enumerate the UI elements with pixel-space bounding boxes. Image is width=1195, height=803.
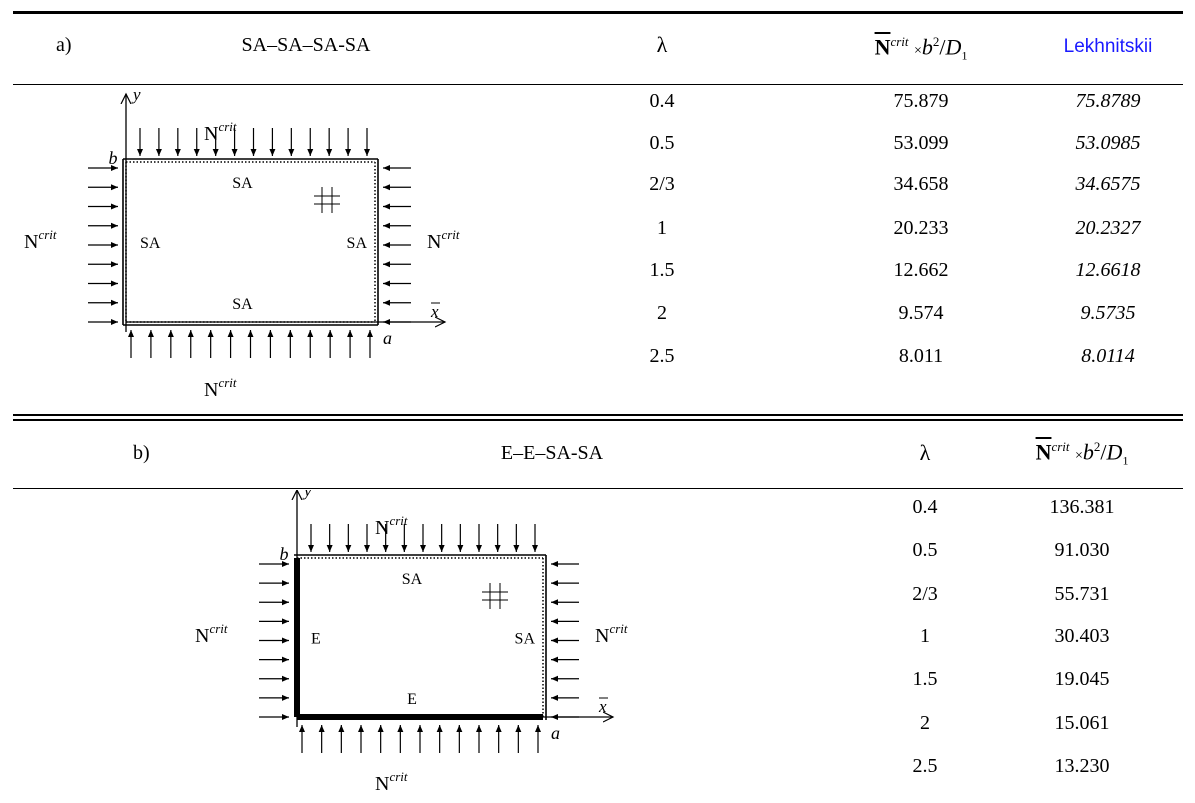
table-a-reference-cell: 8.0114 [1081,345,1135,367]
edge-label-right: SA [515,631,536,648]
table-b-lambda-header: λ [919,440,931,465]
table-b-lambda-cell: 0.5 [912,539,938,561]
table-a-ncrit-cell: 34.658 [893,173,949,195]
double-rule-lower [13,419,1183,421]
table-b-ncrit-cell: 30.403 [1054,625,1110,647]
ncrit-left-label: Ncrit [195,621,228,647]
edge-label-bottom: E [407,691,417,708]
table-a-ncrit-cell: 8.011 [898,345,944,367]
table-a-lambda-header: λ [656,32,668,57]
table-a-reference-cell: 75.8789 [1075,90,1141,112]
table-a-label: a) [56,34,72,56]
table-b-ncrit-cell: 91.030 [1054,539,1110,561]
ncrit-left-label: Ncrit [24,227,57,253]
table-b-ncrit-cell: 55.731 [1054,583,1110,605]
ncrit-bottom-label: Ncrit [204,375,237,398]
diagram-b-group: y x b a Ncrit Ncrit Ncrit Ncrit SA E E SA [195,490,628,795]
y-axis-label: y [131,88,141,104]
table-a-lambda-cell: 1.5 [649,259,675,281]
b-label: b [280,544,289,564]
table-b-lambda-cell: 1 [920,625,930,647]
table-b-ncrit-cell: 15.061 [1054,712,1110,734]
table-a-ncrit-cell: 12.662 [893,259,949,281]
table-a-ncrit-cell: 9.574 [898,302,944,324]
ncrit-top-label: Ncrit [375,513,408,539]
x-axis-label: x [598,697,607,716]
header-a-rule [13,84,1183,85]
ncrit-right-label: Ncrit [595,621,628,647]
double-rule-upper [13,414,1183,416]
edge-label-right: SA [347,235,368,252]
table-a-lambda-cell: 0.4 [649,90,675,112]
table-b-lambda-cell: 2.5 [912,755,938,777]
table-a-ncrit-header: Ncrit ×b2/D1 [874,34,968,63]
a-label: a [383,328,392,348]
table-b-ncrit-cell: 19.045 [1054,668,1110,690]
table-b-case: E–E–SA-SA [500,442,604,464]
table-a-lambda-cell: 2.5 [649,345,675,367]
table-b-ncrit-cell: 13.230 [1054,755,1110,777]
diagram-a-group: y x b a Ncrit Ncrit Ncrit Ncrit SA SA SA SA [24,88,460,398]
top-rule [13,11,1183,14]
edge-label-top: SA [402,571,423,588]
table-b-label: b) [133,442,150,464]
edge-label-bottom: SA [232,296,253,313]
table-a-ncrit-cell: 53.099 [893,132,949,154]
table-a-lambda-cell: 2/3 [649,173,675,195]
table-a-lambda-cell: 1 [657,217,667,239]
table-b-lambda-cell: 0.4 [912,496,938,518]
table-a-reference-cell: 9.5735 [1080,302,1136,324]
header-b-rule [13,488,1183,489]
edge-label-top: SA [232,175,253,192]
table-a-reference-cell: 12.6618 [1075,259,1141,281]
y-axis-label: y [302,490,312,500]
table-b-lambda-cell: 1.5 [912,668,938,690]
table-a-lambda-cell: 0.5 [649,132,675,154]
a-label: a [551,723,560,743]
table-b-ncrit-cell: 136.381 [1049,496,1115,518]
x-axis-label: x [430,302,439,321]
plate-diagram-b: y x b a Ncrit Ncrit Ncrit Ncrit SA E E SA [195,490,628,795]
table-a-case: SA–SA–SA-SA [241,34,371,56]
table-b-lambda-cell: 2/3 [912,583,938,605]
table-a-reference-cell: 34.6575 [1075,173,1141,195]
table-a-ncrit-cell: 75.879 [893,90,949,112]
plate-diagram-a: y x b a Ncrit Ncrit Ncrit Ncrit SA SA SA SA [24,88,460,398]
ncrit-right-label: Ncrit [427,227,460,253]
edge-label-left: E [311,631,321,648]
table-a-reference-cell: 53.0985 [1075,132,1141,154]
ncrit-top-label: Ncrit [204,119,237,145]
table-a-reference-cell: 20.2327 [1075,217,1141,239]
table-a-reference-header: Lekhnitskii [1063,36,1153,57]
b-label: b [109,148,118,168]
table-b-lambda-cell: 2 [920,712,930,734]
table-b-ncrit-header: Ncrit ×b2/D1 [1035,439,1129,468]
table-a-lambda-cell: 2 [657,302,667,324]
ncrit-bottom-label: Ncrit [375,769,408,795]
table-a-ncrit-cell: 20.233 [893,217,949,239]
edge-label-left: SA [140,235,161,252]
